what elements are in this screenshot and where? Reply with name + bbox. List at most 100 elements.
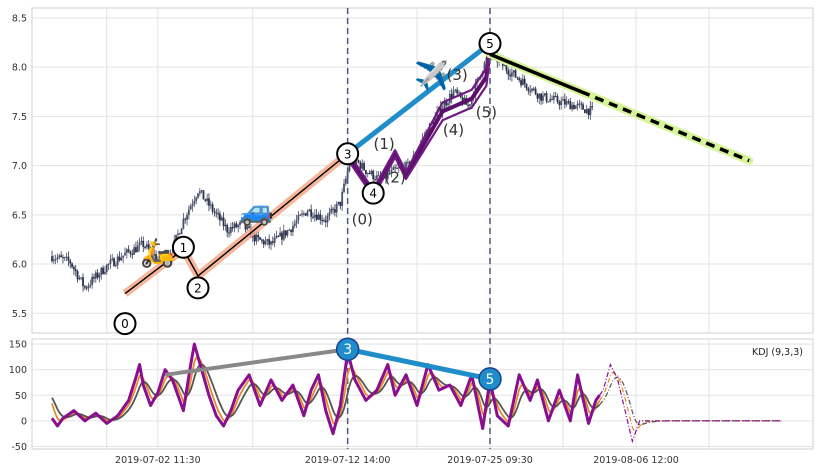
candle-body — [341, 192, 344, 206]
candle-body — [186, 214, 188, 220]
wave-point-label: 1 — [180, 241, 188, 255]
candle-body — [386, 173, 389, 179]
candle-body — [372, 170, 375, 180]
wave-point-circle — [186, 276, 210, 300]
candle-body — [257, 234, 260, 238]
candle-body — [452, 90, 455, 98]
kdj-divergence-line — [347, 346, 491, 382]
wave-point-label: 2 — [194, 281, 202, 295]
candle-body — [591, 106, 594, 108]
x-tick-label: 2019-07-25 09:30 — [447, 455, 533, 466]
candle-body — [109, 259, 112, 264]
candle-body — [321, 220, 323, 222]
candle-body — [366, 172, 369, 174]
candle-body — [83, 286, 86, 288]
candle-body — [365, 170, 367, 174]
candle-body — [552, 95, 555, 100]
candle-body — [65, 256, 68, 258]
candle-body — [211, 204, 214, 212]
candle-body — [63, 257, 66, 259]
candle-body — [114, 265, 117, 267]
candle-body — [302, 213, 305, 215]
kdj-k-projection — [598, 372, 782, 432]
candle-body — [333, 209, 336, 213]
price-y-tick-label: 7.5 — [12, 112, 27, 123]
candle-body — [156, 259, 159, 261]
inner-wave-label: (1) — [374, 135, 395, 153]
price-y-tick-label: 8.0 — [12, 63, 27, 74]
candle-body — [124, 252, 126, 256]
kdj-divergence-marker — [478, 367, 502, 391]
candle-body — [324, 220, 327, 223]
candle-body — [275, 235, 278, 238]
candle-body — [558, 102, 561, 106]
candle-body — [529, 90, 532, 92]
candle-body — [567, 101, 570, 103]
candle-body — [122, 255, 125, 258]
candle-body — [587, 108, 590, 116]
candle-body — [67, 256, 70, 261]
candle-body — [343, 183, 345, 193]
candle-body — [507, 70, 510, 75]
candle-body — [574, 105, 577, 109]
candle-body — [87, 285, 90, 289]
candle-body — [153, 254, 156, 256]
candle-body — [518, 78, 521, 81]
price-y-tick-label: 6.5 — [12, 210, 27, 221]
candle-body — [443, 101, 446, 109]
candle-body — [198, 191, 201, 194]
kdj-y-tick-label: 50 — [15, 391, 27, 402]
kdj-d-projection — [599, 376, 782, 426]
candle-body — [332, 208, 334, 210]
candle-body — [589, 106, 592, 116]
candle-body — [551, 98, 553, 100]
candle-body — [91, 276, 94, 285]
projection-dashed — [580, 90, 750, 163]
price-y-tick-label: 8.5 — [12, 13, 27, 24]
candle-body — [359, 162, 362, 169]
kdj-y-tick-label: -50 — [11, 442, 27, 453]
candle-body — [545, 93, 548, 102]
candle-body — [540, 93, 542, 101]
candle-body — [164, 251, 167, 256]
candle-body — [315, 214, 318, 220]
airplane-icon: ✈️ — [414, 58, 449, 92]
inner-wave-label: (4) — [443, 121, 464, 139]
candle-body — [215, 212, 218, 214]
candle-body — [146, 244, 148, 248]
candle-body — [56, 257, 59, 260]
candle-body — [80, 277, 83, 279]
candle-body — [82, 277, 84, 287]
candle-body — [255, 234, 258, 242]
candle-body — [178, 233, 181, 235]
candle-body — [405, 162, 407, 173]
candle-body — [131, 253, 134, 255]
candle-body — [292, 225, 294, 233]
candle-body — [286, 230, 289, 236]
candle-body — [565, 101, 568, 105]
candle-body — [312, 216, 314, 218]
inner-wave-label: (5) — [476, 103, 497, 121]
candle-body — [328, 212, 331, 216]
candle-body — [175, 234, 177, 241]
wave-point-circle — [478, 31, 502, 55]
candle-body — [51, 256, 53, 262]
kdj-panel-frame — [31, 338, 814, 450]
kdj-divergence-line — [164, 347, 348, 377]
candle-body — [396, 167, 398, 169]
candle-body — [226, 224, 229, 233]
candle-body — [290, 229, 292, 233]
kdj-y-tick-label: 150 — [9, 340, 27, 351]
candle-body — [450, 93, 453, 98]
candle-body — [388, 173, 391, 175]
candle-body — [85, 287, 88, 289]
candle-body — [370, 170, 373, 174]
candle-body — [239, 222, 241, 226]
candle-body — [456, 89, 459, 94]
candle-body — [346, 171, 349, 179]
kdj-j-projection — [599, 362, 782, 444]
candle-body — [406, 161, 409, 163]
candle-body — [102, 267, 104, 274]
candle-body — [538, 93, 541, 99]
